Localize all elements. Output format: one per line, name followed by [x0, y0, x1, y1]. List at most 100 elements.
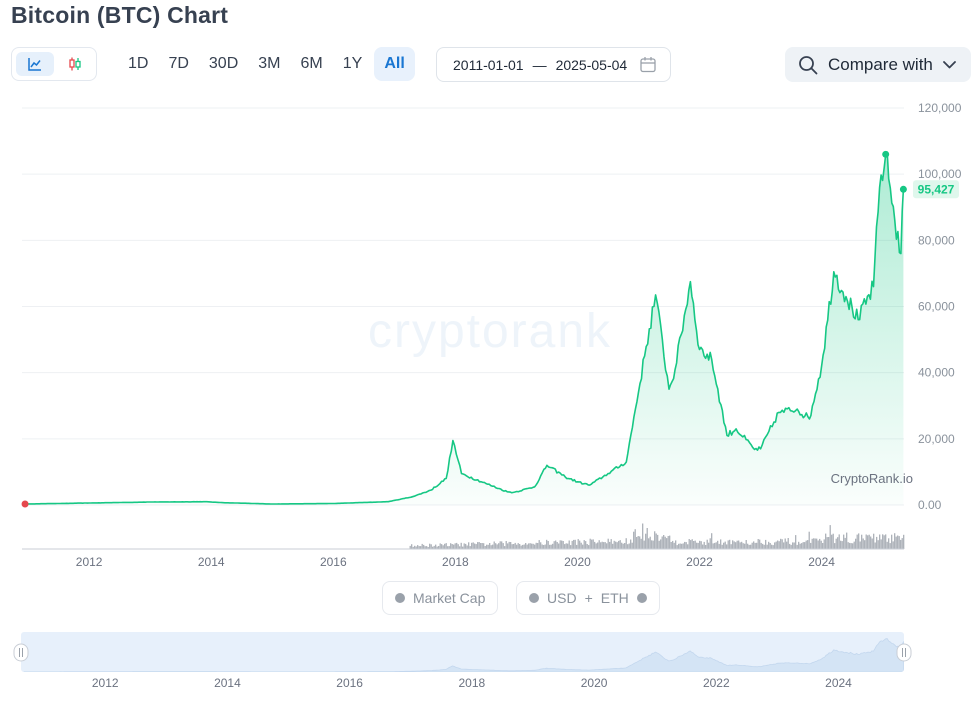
volume-bar [685, 542, 687, 549]
volume-bar [505, 541, 507, 549]
volume-bar [700, 541, 702, 549]
volume-bar [724, 541, 726, 549]
usd-eth-legend-toggle[interactable]: USD + ETH [516, 581, 660, 615]
volume-bar [828, 537, 830, 549]
volume-bar [745, 540, 747, 549]
volume-bar [885, 534, 887, 549]
volume-bar [490, 545, 492, 549]
volume-bar [438, 546, 440, 549]
date-range-picker[interactable]: 2011-01-01 — 2025-05-04 [436, 47, 671, 82]
market-cap-legend-toggle[interactable]: Market Cap [382, 581, 499, 615]
volume-bar [565, 543, 567, 549]
volume-bar [450, 543, 452, 549]
navigator-right-handle[interactable] [896, 643, 912, 662]
volume-bar [459, 546, 461, 549]
price-area [25, 152, 904, 505]
volume-bar [522, 544, 524, 549]
volume-bar [655, 533, 657, 549]
compare-with-dropdown[interactable]: Compare with [785, 47, 971, 82]
volume-bar [583, 540, 585, 549]
volume-bar [789, 543, 791, 549]
candlestick-chart-button[interactable] [56, 52, 94, 76]
volume-bar [426, 546, 428, 549]
volume-bar [739, 542, 741, 549]
navigator-x-tick-label: 2012 [92, 676, 119, 690]
range-3m-button[interactable]: 3M [258, 55, 281, 72]
volume-bar [525, 543, 527, 549]
volume-bar [864, 540, 866, 549]
volume-bar [901, 538, 903, 549]
volume-bar [469, 546, 471, 549]
volume-bar [729, 539, 731, 549]
volume-bar [723, 542, 725, 549]
volume-bar [417, 545, 419, 549]
volume-bar [711, 533, 713, 549]
range-30d-button[interactable]: 30D [208, 55, 239, 72]
volume-bar [847, 542, 849, 549]
volume-bar [531, 543, 533, 549]
date-to: 2025-05-04 [555, 56, 628, 73]
volume-bar [850, 543, 852, 549]
volume-bar [837, 537, 839, 549]
last-value-label: 95,427 [918, 182, 955, 196]
volume-bar [523, 544, 525, 549]
volume-bar [768, 541, 770, 549]
volume-bar [643, 540, 645, 549]
range-7d-button[interactable]: 7D [168, 55, 189, 72]
volume-bar [823, 539, 825, 549]
market-cap-label: Market Cap [413, 590, 486, 606]
volume-bar [829, 525, 831, 549]
volume-bar [651, 540, 653, 549]
volume-bar [834, 543, 836, 549]
volume-bar [853, 541, 855, 549]
navigator-left-handle[interactable] [13, 643, 29, 662]
volume-bar [786, 541, 788, 549]
volume-bar [678, 543, 680, 549]
volume-bar [585, 541, 587, 549]
volume-bar [633, 531, 635, 549]
volume-bar [840, 540, 842, 549]
volume-bar [675, 540, 677, 549]
volume-bar [772, 545, 774, 549]
volume-bar [664, 536, 666, 549]
range-all-button[interactable]: All [374, 47, 415, 81]
volume-bar [411, 544, 413, 549]
volume-bar [642, 523, 644, 549]
usd-dot [529, 593, 539, 603]
volume-bar [541, 544, 543, 549]
volume-bar [454, 543, 456, 549]
volume-bar [687, 544, 689, 549]
volume-bar [712, 543, 714, 549]
volume-bar [511, 544, 513, 549]
volume-bar [831, 534, 833, 549]
range-6m-button[interactable]: 6M [300, 55, 323, 72]
volume-bar [727, 540, 729, 549]
volume-bar [780, 538, 782, 549]
volume-bar [532, 543, 534, 549]
volume-bar [759, 539, 761, 549]
volume-bar [753, 541, 755, 549]
volume-bar [615, 541, 617, 549]
line-chart-button[interactable] [16, 52, 54, 76]
volume-bar [510, 542, 512, 549]
volume-bar [498, 543, 500, 549]
volume-bar [595, 543, 597, 549]
range-1d-button[interactable]: 1D [128, 55, 149, 72]
volume-bar [754, 542, 756, 549]
volume-bar [816, 538, 818, 549]
y-tick-label: 120,000 [918, 101, 962, 115]
volume-bar [640, 538, 642, 549]
range-1y-button[interactable]: 1Y [342, 55, 363, 72]
price-chart[interactable]: 0.00 20,000 40,000 60,000 80,000 100,000 120,0… [0, 92, 972, 696]
volume-bar [835, 538, 837, 549]
volume-bar [432, 546, 434, 549]
volume-bar [774, 542, 776, 549]
volume-bar [757, 539, 759, 549]
volume-bar [601, 541, 603, 549]
volume-bar [582, 544, 584, 549]
volume-bar [444, 543, 446, 549]
volume-bar [862, 538, 864, 549]
volume-bar [763, 544, 765, 549]
volume-bar [480, 543, 482, 549]
volume-bar [547, 541, 549, 549]
